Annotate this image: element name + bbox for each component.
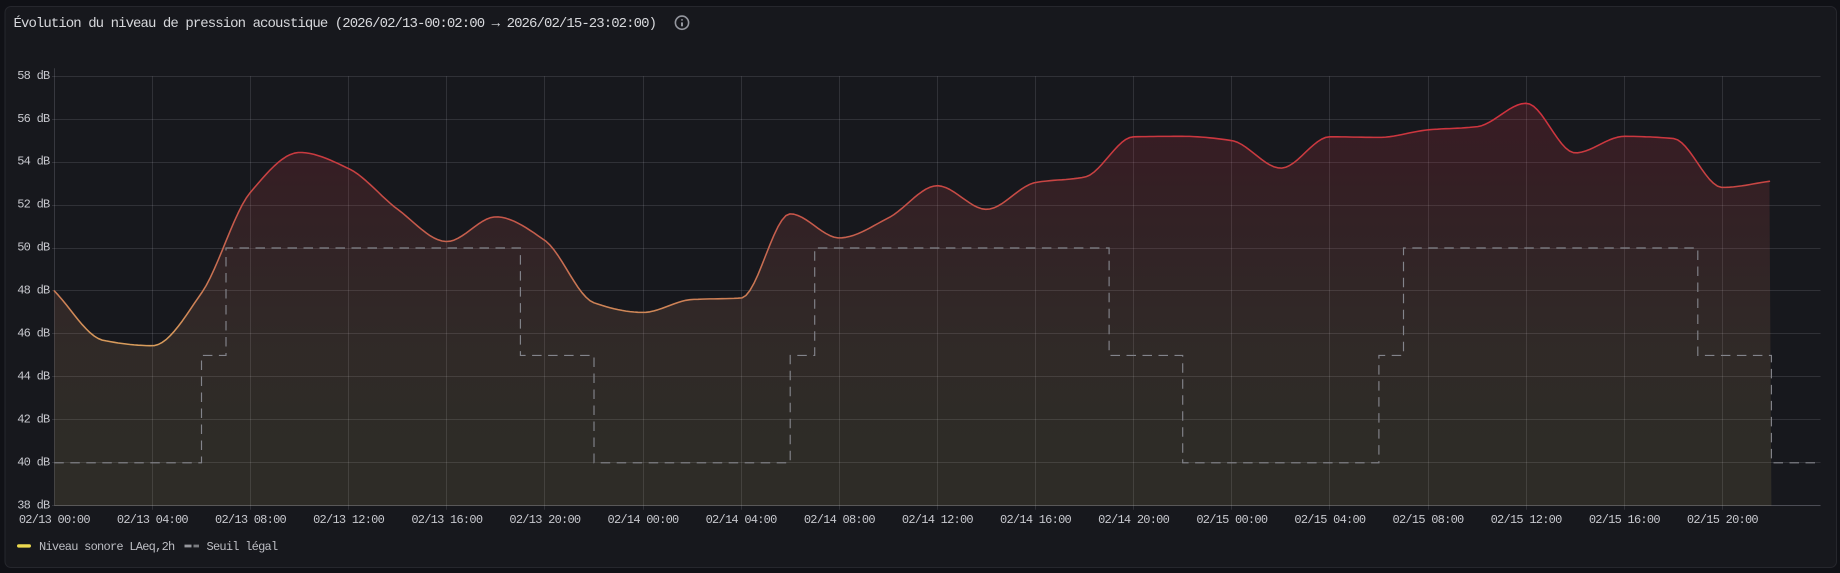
svg-text:02/13 12:00: 02/13 12:00: [313, 513, 385, 527]
svg-text:48 dB: 48 dB: [17, 284, 50, 298]
svg-text:02/14 20:00: 02/14 20:00: [1098, 513, 1170, 527]
svg-text:02/15 08:00: 02/15 08:00: [1393, 513, 1465, 527]
svg-text:58 dB: 58 dB: [17, 69, 50, 83]
svg-text:02/14 16:00: 02/14 16:00: [1000, 513, 1072, 527]
svg-text:Seuil légal: Seuil légal: [207, 540, 279, 554]
svg-text:02/14 04:00: 02/14 04:00: [706, 513, 778, 527]
svg-text:52 dB: 52 dB: [17, 198, 50, 212]
svg-text:02/15 00:00: 02/15 00:00: [1196, 513, 1268, 527]
svg-text:02/15 20:00: 02/15 20:00: [1687, 513, 1759, 527]
svg-text:02/13 08:00: 02/13 08:00: [215, 513, 287, 527]
svg-text:56 dB: 56 dB: [17, 112, 50, 126]
svg-text:38 dB: 38 dB: [17, 498, 50, 512]
svg-text:02/15 12:00: 02/15 12:00: [1491, 513, 1563, 527]
svg-text:02/13 20:00: 02/13 20:00: [509, 513, 581, 527]
svg-text:02/14 00:00: 02/14 00:00: [608, 513, 680, 527]
svg-text:02/14 12:00: 02/14 12:00: [902, 513, 974, 527]
svg-text:42 dB: 42 dB: [17, 412, 50, 426]
svg-text:02/13 00:00: 02/13 00:00: [19, 513, 91, 527]
svg-text:02/15 16:00: 02/15 16:00: [1589, 513, 1661, 527]
svg-text:50 dB: 50 dB: [17, 241, 50, 255]
svg-text:Niveau sonore LAeq,2h: Niveau sonore LAeq,2h: [39, 540, 175, 554]
svg-text:02/15 04:00: 02/15 04:00: [1294, 513, 1366, 527]
svg-text:02/14 08:00: 02/14 08:00: [804, 513, 876, 527]
svg-text:02/13 04:00: 02/13 04:00: [117, 513, 189, 527]
svg-text:46 dB: 46 dB: [17, 327, 50, 341]
svg-text:54 dB: 54 dB: [17, 155, 50, 169]
svg-text:Évolution du niveau de pressio: Évolution du niveau de pression acoustiq…: [14, 14, 657, 32]
svg-text:02/13 16:00: 02/13 16:00: [411, 513, 483, 527]
svg-text:44 dB: 44 dB: [17, 370, 50, 384]
svg-text:40 dB: 40 dB: [17, 455, 50, 469]
